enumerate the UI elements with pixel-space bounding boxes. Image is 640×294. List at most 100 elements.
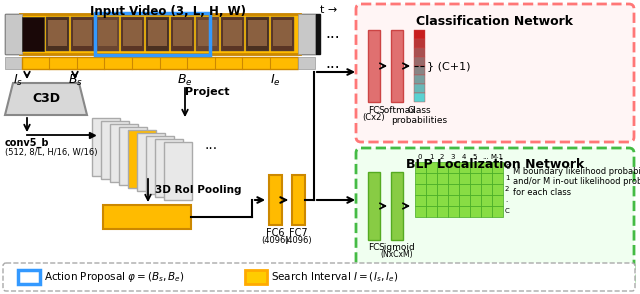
Bar	[437, 173, 448, 184]
Bar	[437, 184, 448, 195]
Text: ...: ...	[205, 138, 218, 152]
Bar	[470, 195, 481, 206]
Text: C3D: C3D	[32, 93, 60, 106]
Bar	[459, 184, 470, 195]
Bar	[22, 57, 298, 69]
Bar	[448, 173, 459, 184]
Bar	[414, 84, 425, 93]
Bar	[415, 206, 426, 217]
Bar	[146, 17, 169, 51]
Text: conv5_b: conv5_b	[5, 138, 49, 148]
Bar	[146, 136, 174, 194]
Bar	[119, 127, 147, 185]
Polygon shape	[5, 83, 87, 115]
Text: 1: 1	[429, 154, 433, 160]
Bar	[221, 17, 244, 51]
Bar	[437, 162, 448, 173]
Bar	[73, 20, 92, 46]
Bar	[92, 118, 120, 176]
Bar	[71, 17, 94, 51]
Bar	[470, 206, 481, 217]
Bar	[18, 270, 40, 284]
Text: $B_e$: $B_e$	[177, 73, 193, 88]
Bar	[414, 75, 425, 84]
Bar	[246, 17, 269, 51]
Bar	[448, 195, 459, 206]
Bar	[470, 162, 481, 173]
Text: t →: t →	[320, 5, 337, 15]
Bar	[448, 206, 459, 217]
Text: (4096): (4096)	[284, 236, 312, 245]
Text: M-1: M-1	[490, 154, 504, 160]
Text: } (C+1): } (C+1)	[427, 61, 470, 71]
Text: Class
probabilities: Class probabilities	[391, 106, 447, 126]
Text: Search Interval $I = (I_s, I_e)$: Search Interval $I = (I_s, I_e)$	[271, 270, 399, 284]
Text: Softmax: Softmax	[378, 106, 416, 115]
Bar	[20, 14, 300, 54]
Bar	[171, 17, 194, 51]
Text: (512, 8/L, H/16, W/16): (512, 8/L, H/16, W/16)	[5, 148, 97, 157]
Text: Classification Network: Classification Network	[417, 15, 573, 28]
Text: 1: 1	[505, 175, 509, 181]
Text: $B_s$: $B_s$	[68, 73, 83, 88]
Bar	[164, 142, 192, 200]
Bar	[492, 184, 503, 195]
Text: Project: Project	[185, 87, 230, 97]
Bar	[5, 14, 22, 54]
Bar	[414, 93, 425, 102]
Bar	[391, 30, 403, 102]
Bar	[426, 195, 437, 206]
Bar	[459, 206, 470, 217]
Bar	[98, 20, 117, 46]
Bar	[269, 175, 282, 225]
Bar	[470, 173, 481, 184]
Bar	[481, 195, 492, 206]
Bar	[368, 30, 380, 102]
Bar	[414, 48, 425, 57]
Bar	[198, 20, 217, 46]
Bar	[481, 206, 492, 217]
Bar	[5, 57, 22, 69]
FancyBboxPatch shape	[356, 4, 634, 142]
Bar	[22, 17, 44, 51]
Text: .: .	[505, 197, 508, 203]
Bar	[137, 133, 165, 191]
Text: (4096): (4096)	[261, 236, 289, 245]
Text: (NxCxM): (NxCxM)	[381, 250, 413, 259]
Text: 4: 4	[462, 154, 466, 160]
Text: 0: 0	[418, 154, 422, 160]
Bar	[196, 17, 219, 51]
Bar	[492, 195, 503, 206]
Text: $I_s$: $I_s$	[13, 73, 23, 88]
Bar	[414, 57, 425, 66]
Bar	[492, 162, 503, 173]
Bar	[5, 14, 320, 54]
Bar	[103, 205, 191, 229]
Text: BLP Localization Network: BLP Localization Network	[406, 158, 584, 171]
Bar	[415, 173, 426, 184]
Bar	[123, 20, 142, 46]
Text: Sigmoid: Sigmoid	[379, 243, 415, 252]
Bar	[415, 162, 426, 173]
Text: ...: ...	[325, 26, 340, 41]
Bar	[48, 20, 67, 46]
Bar	[426, 184, 437, 195]
Text: FC7: FC7	[289, 228, 307, 238]
Text: FC: FC	[368, 106, 380, 115]
Text: 5: 5	[473, 154, 477, 160]
Bar	[173, 20, 192, 46]
Bar	[121, 17, 144, 51]
Bar	[46, 17, 69, 51]
Text: M boundary likelihood probabilities
and/or M in-out likelihood probabilities
for: M boundary likelihood probabilities and/…	[513, 167, 640, 197]
Text: Action Proposal $\varphi = (B_s, B_e)$: Action Proposal $\varphi = (B_s, B_e)$	[44, 270, 185, 284]
Bar	[95, 13, 210, 55]
Bar	[391, 172, 403, 240]
Bar	[459, 195, 470, 206]
Bar	[96, 17, 119, 51]
Bar	[492, 173, 503, 184]
Bar	[414, 39, 425, 48]
Bar	[414, 66, 425, 75]
Bar	[492, 206, 503, 217]
Bar	[470, 184, 481, 195]
Bar	[437, 206, 448, 217]
